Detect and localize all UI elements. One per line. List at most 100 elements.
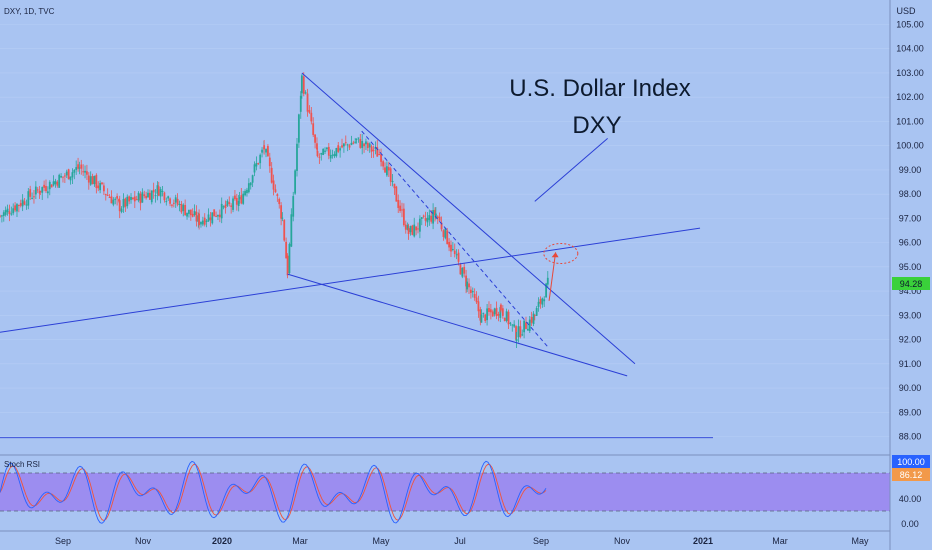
candle-body — [341, 145, 343, 148]
candle-body — [519, 326, 522, 338]
time-label-nov-2020: Nov — [614, 536, 631, 546]
candle-body — [457, 252, 460, 262]
trendline-drawings[interactable] — [0, 72, 713, 439]
candle-body — [240, 195, 243, 204]
candle-body — [513, 324, 516, 327]
annotation-subtitle[interactable]: DXY — [572, 112, 621, 139]
candle-body — [402, 208, 405, 226]
candle-body — [222, 206, 225, 208]
candle-body — [191, 213, 194, 217]
candle-body — [509, 322, 512, 324]
candle-body — [150, 190, 153, 203]
candlestick-series[interactable] — [0, 72, 549, 349]
candle-body — [46, 191, 49, 194]
trendline — [534, 138, 608, 202]
candle-body — [541, 298, 544, 305]
candle-body — [507, 311, 510, 325]
price-tick-label: 103.00 — [896, 68, 924, 78]
time-label-2021: 2021 — [693, 536, 713, 546]
candle-body — [147, 192, 149, 198]
candle-body — [84, 170, 86, 173]
candle-body — [537, 301, 540, 307]
candle-body — [389, 168, 392, 182]
candle-body — [253, 164, 256, 173]
candle-body — [302, 76, 305, 94]
candle-body — [488, 308, 490, 312]
candle-body — [263, 145, 266, 150]
candle-body — [6, 208, 9, 213]
candle-body — [69, 176, 72, 181]
candle-body — [234, 195, 236, 200]
candle-body — [401, 209, 403, 211]
stoch-d-line — [0, 463, 547, 522]
annotation-title[interactable]: U.S. Dollar Index — [509, 75, 690, 102]
price-axis-ticks[interactable]: 105.00 104.00 103.00 102.00 101.00 100.00 99.0… — [896, 20, 924, 442]
candle-body — [226, 200, 229, 206]
candle-body — [205, 220, 208, 222]
candle-body — [102, 185, 105, 192]
candle-body — [426, 217, 429, 223]
candle-body — [281, 217, 284, 219]
candle-body — [397, 199, 400, 208]
candle-body — [286, 255, 289, 276]
candle-body — [503, 317, 506, 322]
candle-body — [182, 204, 185, 212]
candle-body — [411, 225, 414, 235]
candle-body — [372, 149, 375, 152]
price-tick-label: 104.00 — [896, 44, 924, 54]
candle-body — [159, 189, 162, 197]
candle-body — [232, 198, 234, 210]
candle-body — [532, 313, 535, 324]
candle-body — [124, 198, 127, 207]
candle-body — [163, 192, 166, 201]
candle-body — [143, 194, 146, 197]
candle-body — [180, 203, 183, 213]
candle-body — [420, 217, 423, 219]
candle-body — [438, 216, 441, 221]
candle-body — [255, 163, 258, 167]
candle-body — [135, 199, 138, 201]
candle-body — [0, 215, 3, 217]
candle-body — [23, 201, 26, 205]
current-price-value: 94.28 — [900, 279, 923, 289]
candle-body — [428, 215, 431, 221]
candle-body — [497, 314, 500, 316]
currency-label: USD — [896, 6, 916, 16]
candle-body — [174, 197, 177, 203]
candle-body — [270, 167, 273, 183]
candle-body — [114, 198, 117, 200]
candle-body — [380, 159, 383, 161]
candle-body — [10, 213, 13, 215]
candle-body — [517, 326, 520, 338]
candle-body — [272, 180, 275, 190]
stoch-tick-0: 0.00 — [901, 519, 919, 529]
candle-body — [213, 209, 216, 217]
candle-body — [283, 219, 286, 241]
candle-body — [418, 218, 421, 232]
stoch-band — [0, 473, 890, 511]
candle-body — [251, 175, 254, 183]
candle-body — [285, 241, 288, 259]
price-tick-label: 89.00 — [899, 407, 922, 417]
candle-body — [249, 182, 252, 186]
candle-body — [132, 197, 134, 200]
symbol-info: DXY, 1D, TVC — [4, 7, 55, 16]
candle-body — [8, 211, 11, 215]
candle-body — [430, 215, 433, 222]
time-label-sep-2020: Sep — [533, 536, 549, 546]
candle-body — [65, 171, 68, 176]
dashed-trendline — [361, 130, 549, 348]
candle-body — [521, 334, 524, 336]
candle-body — [99, 183, 102, 191]
price-tick-label: 88.00 — [899, 432, 922, 442]
time-axis[interactable]: Sep Nov 2020 Mar May Jul Sep Nov 2021 Ma… — [55, 536, 869, 546]
candle-body — [543, 299, 546, 302]
candle-body — [436, 216, 439, 219]
candle-body — [78, 167, 81, 169]
candle-body — [318, 156, 321, 158]
candle-body — [45, 185, 47, 192]
candle-body — [320, 153, 323, 155]
candle-body — [306, 93, 309, 112]
candle-body — [316, 143, 318, 150]
